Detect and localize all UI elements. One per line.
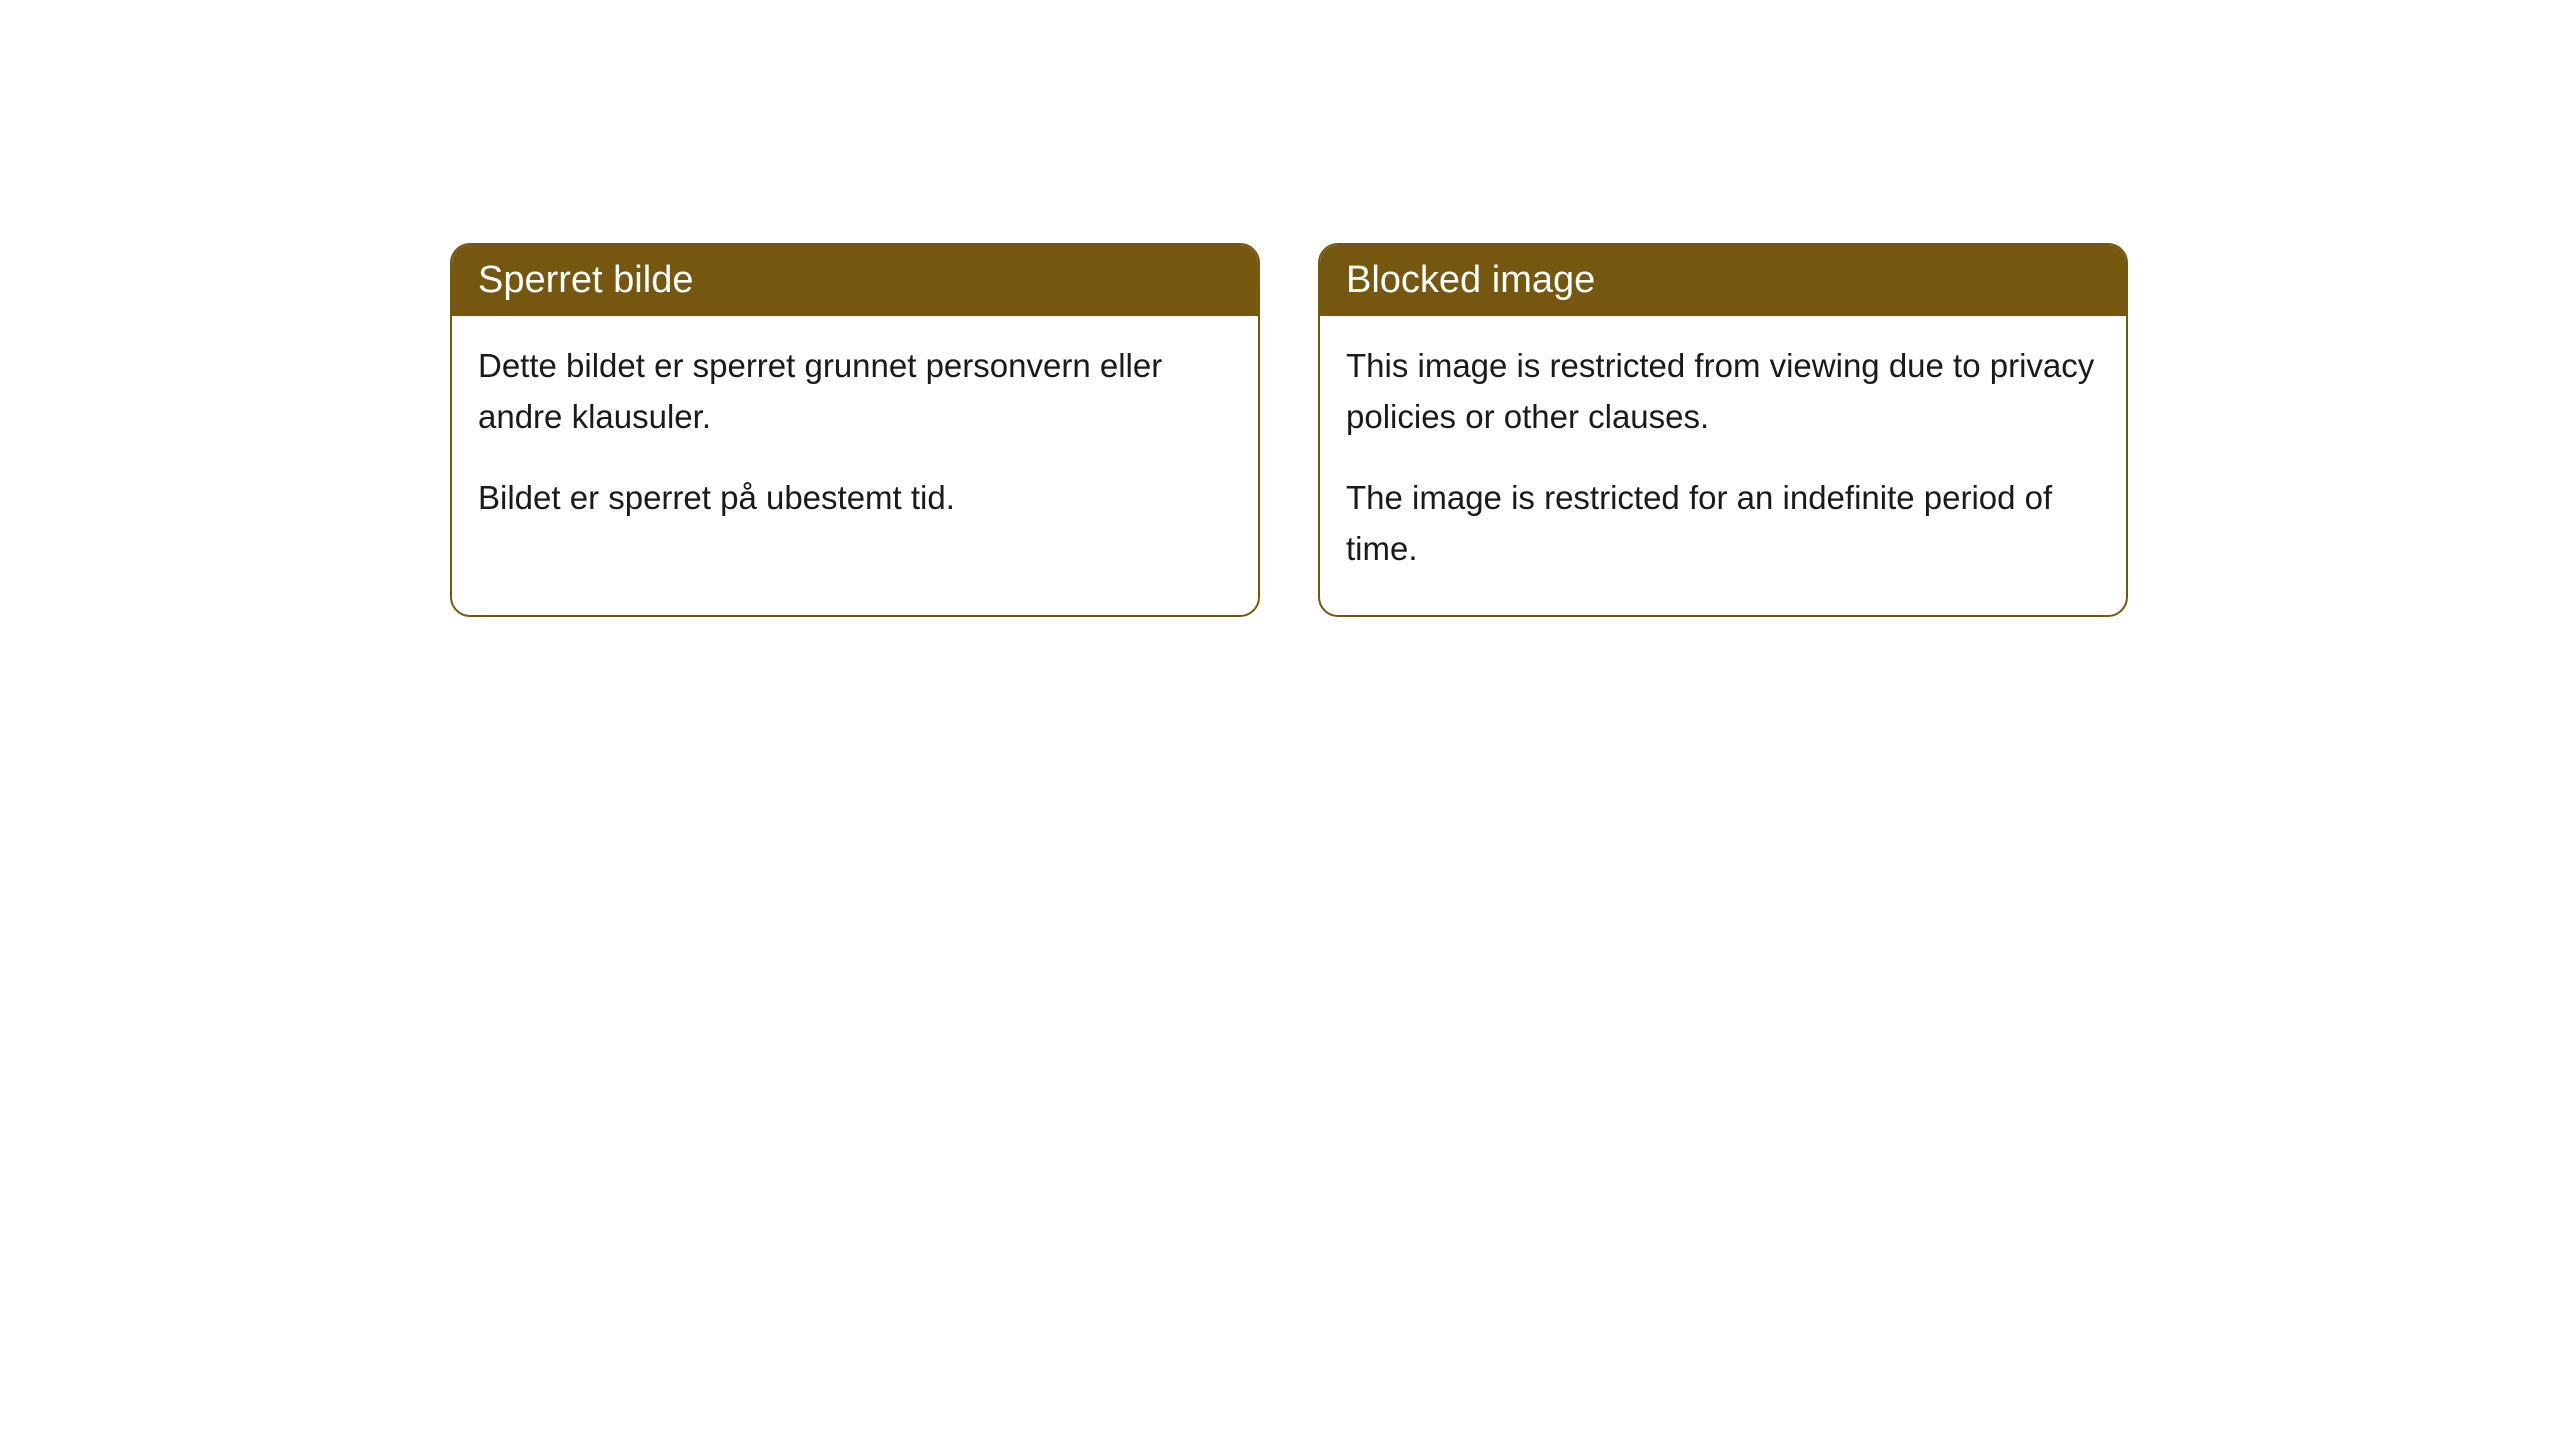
- card-paragraph: The image is restricted for an indefinit…: [1346, 472, 2100, 574]
- card-paragraph: Dette bildet er sperret grunnet personve…: [478, 340, 1232, 442]
- card-paragraph: Bildet er sperret på ubestemt tid.: [478, 472, 1232, 523]
- card-body: Dette bildet er sperret grunnet personve…: [452, 316, 1258, 563]
- card-header: Blocked image: [1320, 245, 2126, 316]
- card-body: This image is restricted from viewing du…: [1320, 316, 2126, 615]
- card-title: Sperret bilde: [478, 259, 693, 301]
- notice-container: Sperret bilde Dette bildet er sperret gr…: [450, 243, 2128, 617]
- card-paragraph: This image is restricted from viewing du…: [1346, 340, 2100, 442]
- notice-card-english: Blocked image This image is restricted f…: [1318, 243, 2128, 617]
- card-title: Blocked image: [1346, 259, 1595, 301]
- notice-card-norwegian: Sperret bilde Dette bildet er sperret gr…: [450, 243, 1260, 617]
- card-header: Sperret bilde: [452, 245, 1258, 316]
